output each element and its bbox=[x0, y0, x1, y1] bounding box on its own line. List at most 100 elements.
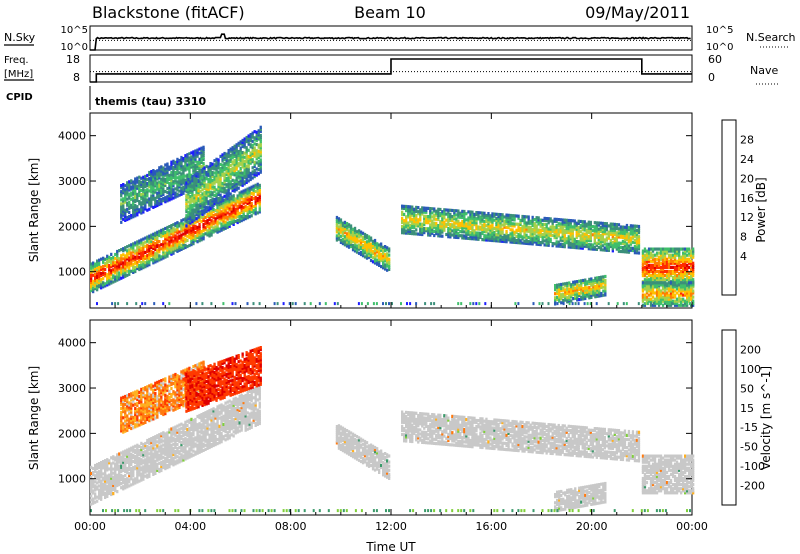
power-cell bbox=[176, 235, 179, 239]
power-cell bbox=[527, 239, 530, 244]
power-cell bbox=[142, 243, 145, 247]
power-cell bbox=[578, 293, 581, 298]
power-cell bbox=[185, 224, 188, 228]
power-cell bbox=[144, 174, 147, 178]
power-cell bbox=[655, 287, 659, 291]
power-cell bbox=[158, 258, 161, 262]
power-cell bbox=[140, 197, 143, 201]
power-cell bbox=[433, 213, 436, 217]
power-cell bbox=[245, 146, 248, 150]
power-cell bbox=[110, 263, 113, 267]
power-cell bbox=[594, 293, 597, 297]
power-cell bbox=[116, 249, 119, 254]
power-cell bbox=[401, 206, 404, 210]
power-cell bbox=[185, 216, 188, 220]
power-cell bbox=[631, 234, 635, 238]
power-cell bbox=[501, 229, 504, 233]
power-cell bbox=[158, 240, 161, 244]
power-cell bbox=[174, 164, 177, 169]
power-cell bbox=[586, 280, 589, 284]
power-cell bbox=[537, 238, 540, 242]
power-cell bbox=[553, 229, 556, 234]
power-cell bbox=[215, 165, 218, 169]
power-cell bbox=[369, 236, 373, 240]
power-cell bbox=[643, 269, 647, 274]
power-cell bbox=[661, 265, 665, 269]
power-cell bbox=[593, 247, 596, 251]
power-cell bbox=[684, 253, 687, 257]
power-cell bbox=[515, 222, 518, 226]
power-cell bbox=[431, 215, 434, 219]
power-cell bbox=[136, 254, 139, 258]
power-cell bbox=[231, 146, 234, 150]
power-cell bbox=[258, 189, 261, 194]
power-cell bbox=[236, 200, 239, 204]
power-cell bbox=[684, 257, 687, 261]
power-cell bbox=[461, 228, 464, 232]
power-cell bbox=[132, 188, 135, 192]
nave-tick-high: 60 bbox=[708, 53, 722, 66]
power-cell bbox=[475, 302, 478, 306]
power-cell bbox=[90, 272, 93, 276]
power-cell bbox=[259, 154, 262, 158]
power-cell bbox=[116, 260, 119, 264]
power-cell bbox=[174, 236, 177, 240]
power-cell bbox=[120, 276, 123, 280]
power-cell bbox=[221, 153, 224, 157]
power-cell bbox=[602, 275, 605, 279]
power-cell bbox=[130, 187, 133, 191]
power-cell bbox=[357, 251, 361, 255]
power-cell bbox=[148, 246, 151, 250]
power-cell bbox=[235, 188, 238, 192]
power-cell bbox=[193, 194, 196, 198]
power-cell bbox=[657, 255, 661, 259]
power-cell bbox=[337, 221, 341, 225]
power-cell bbox=[583, 234, 586, 238]
power-cell bbox=[603, 248, 606, 252]
power-cell bbox=[447, 220, 450, 224]
power-cell bbox=[194, 165, 197, 169]
power-cell bbox=[152, 251, 155, 255]
power-cell bbox=[505, 215, 508, 219]
power-cell bbox=[110, 277, 113, 281]
power-cell bbox=[236, 194, 239, 198]
power-cell bbox=[684, 299, 687, 303]
power-cell bbox=[365, 242, 369, 246]
power-cell bbox=[144, 236, 147, 240]
power-cell bbox=[108, 255, 111, 259]
power-cell bbox=[207, 169, 210, 173]
power-cell bbox=[380, 246, 383, 250]
power-cell bbox=[213, 185, 216, 189]
power-cell bbox=[651, 271, 655, 276]
power-cell bbox=[98, 270, 101, 274]
power-cell bbox=[349, 224, 353, 228]
power-cell bbox=[100, 257, 103, 261]
power-cell bbox=[657, 291, 661, 295]
power-cell bbox=[246, 193, 249, 197]
power-cell bbox=[166, 168, 169, 172]
power-cell bbox=[345, 222, 349, 226]
power-cell bbox=[417, 212, 420, 216]
power-cell bbox=[249, 139, 252, 143]
power-cell bbox=[208, 224, 211, 228]
power-cell bbox=[158, 176, 161, 180]
power-cell bbox=[236, 204, 239, 208]
power-cell bbox=[592, 285, 595, 289]
power-cell bbox=[164, 247, 167, 251]
power-cell bbox=[152, 253, 155, 257]
power-cell bbox=[201, 188, 204, 192]
power-cell bbox=[120, 204, 123, 208]
power-cell bbox=[596, 290, 599, 294]
power-cell bbox=[645, 295, 649, 299]
power-cell bbox=[180, 158, 183, 162]
power-cell bbox=[259, 164, 262, 168]
power-cell bbox=[170, 189, 173, 193]
power-cell bbox=[187, 220, 190, 224]
power-cell bbox=[583, 226, 586, 230]
power-cell bbox=[228, 198, 231, 202]
power-cell bbox=[453, 233, 456, 237]
power-cell bbox=[192, 223, 195, 227]
power-cell bbox=[189, 184, 192, 188]
power-cell bbox=[182, 238, 185, 242]
power-cell bbox=[164, 237, 167, 241]
